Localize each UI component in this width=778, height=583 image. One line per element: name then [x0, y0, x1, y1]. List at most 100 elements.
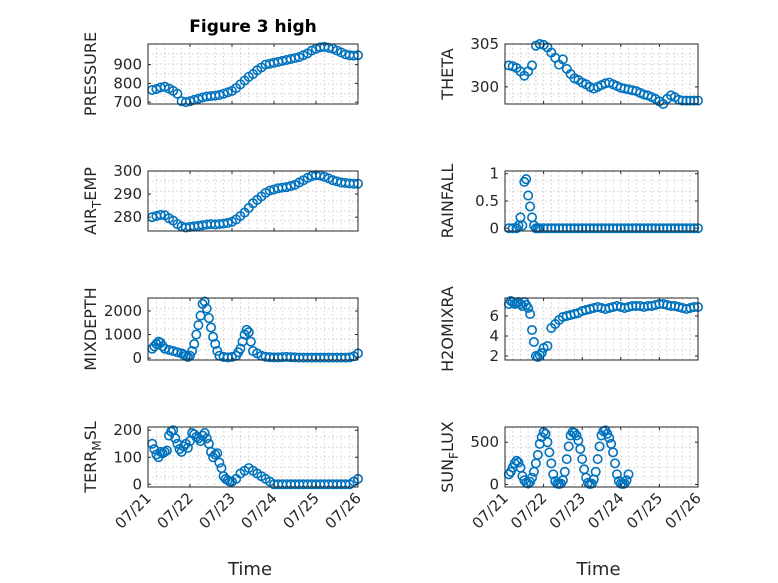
y-axis-label: MIXDEPTH [81, 287, 100, 370]
data-point [172, 347, 183, 358]
data-point [513, 457, 524, 468]
data-point [201, 433, 212, 444]
axes-box [504, 43, 699, 105]
y-tick-label: 300 [113, 162, 142, 180]
data-point [608, 447, 619, 458]
data-point [210, 338, 221, 349]
data-point [527, 60, 538, 71]
y-tick-label: 200 [113, 421, 142, 439]
axes-box [504, 426, 699, 488]
data-point [149, 444, 160, 455]
data-point [542, 437, 553, 448]
data-point [561, 454, 572, 465]
data-point [571, 430, 582, 441]
y-tick-label: 900 [113, 56, 142, 74]
data-point [523, 302, 534, 313]
data-point [208, 331, 219, 342]
data-point [241, 324, 252, 335]
axes-box [147, 297, 359, 361]
data-point [206, 322, 217, 333]
data-point [517, 220, 528, 231]
data-point [212, 346, 223, 357]
y-tick-label: 290 [113, 185, 142, 203]
data-point [610, 458, 621, 469]
data-point [519, 176, 530, 187]
y-tick-label: 2 [489, 347, 499, 365]
y-tick-label: 300 [470, 78, 499, 96]
data-point [544, 447, 555, 458]
data-point [199, 427, 210, 438]
data-point [594, 441, 605, 452]
data-point [546, 458, 557, 469]
y-tick-label: 1000 [104, 326, 142, 344]
chart-title: Figure 3 high [189, 17, 317, 37]
data-point [212, 448, 223, 459]
y-axis-label: SUNFLUX [438, 421, 461, 493]
y-tick-label: 1 [489, 165, 499, 183]
data-point [563, 441, 574, 452]
x-axis-label: Time [227, 559, 272, 580]
data-point [557, 54, 568, 65]
data-point [525, 308, 536, 319]
data-point [203, 313, 214, 324]
y-axis-label: RAINFALL [438, 164, 457, 239]
data-point [528, 336, 539, 347]
data-point [214, 457, 225, 468]
data-point [577, 454, 588, 465]
data-point [592, 454, 603, 465]
axes-box [147, 170, 359, 232]
data-point [507, 223, 518, 234]
data-point [621, 475, 632, 486]
data-point [569, 427, 580, 438]
y-axis-label: PRESSURE [81, 32, 100, 116]
data-point [243, 327, 254, 338]
data-point [559, 466, 570, 477]
y-tick-label: 0 [489, 219, 499, 237]
data-point [218, 88, 229, 99]
data-point [193, 320, 204, 331]
x-axis-label: Time [575, 559, 620, 580]
data-point [227, 351, 238, 362]
data-point [178, 441, 189, 452]
data-point [289, 53, 300, 64]
data-point [191, 329, 202, 340]
y-tick-label: 0 [132, 349, 142, 367]
data-point [155, 209, 166, 220]
data-point [532, 449, 543, 460]
data-point [525, 201, 536, 212]
data-point [161, 445, 172, 456]
y-tick-label: 280 [113, 208, 142, 226]
data-point [604, 432, 615, 443]
data-point [527, 324, 538, 335]
y-tick-label: 0.5 [475, 192, 499, 210]
data-point [189, 338, 200, 349]
y-tick-label: 2000 [104, 302, 142, 320]
data-point [344, 352, 355, 363]
data-point [536, 347, 547, 358]
subplot-3: 280 290 300 AIRTEMP [81, 162, 363, 235]
data-point [523, 190, 534, 201]
data-point [235, 343, 246, 354]
y-axis-label: THETA [438, 48, 457, 100]
axes-box [504, 297, 699, 361]
subplot-6: 2 4 6 H2OMIXRA [438, 286, 703, 372]
data-point [210, 449, 221, 460]
data-point [575, 443, 586, 454]
data-point [172, 88, 183, 99]
y-axis-label: AIRTEMP [81, 167, 104, 235]
data-point [199, 296, 210, 307]
data-point [182, 442, 193, 453]
data-point [201, 303, 212, 314]
y-axis-label: TERRMSL [81, 421, 104, 494]
data-point [548, 469, 559, 480]
y-tick-label: 800 [113, 74, 142, 92]
subplot-4: 0 0.5 1 RAINFALL [438, 164, 703, 239]
axes-box [147, 43, 359, 105]
y-tick-label: 0 [489, 475, 499, 493]
data-point [521, 174, 532, 185]
data-point [623, 469, 634, 480]
